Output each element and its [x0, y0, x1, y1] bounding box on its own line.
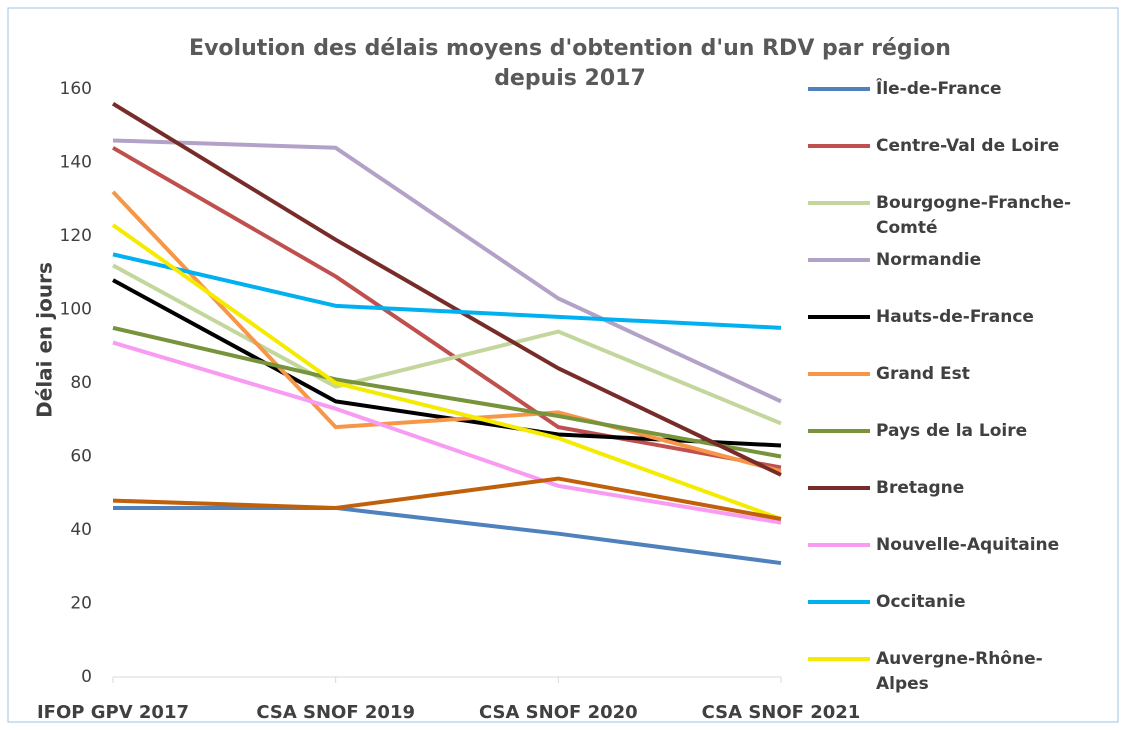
- legend-label: Hauts-de-France: [876, 307, 1034, 327]
- legend-label: Auvergne-Rhône-Alpes: [876, 649, 1043, 694]
- y-tick-label: 120: [60, 226, 92, 246]
- x-tick-label: CSA SNOF 2021: [702, 702, 861, 723]
- x-tick-label: CSA SNOF 2020: [479, 702, 638, 723]
- legend-label: Bourgogne-Franche-Comté: [876, 193, 1072, 238]
- legend-label: Occitanie: [876, 592, 966, 612]
- legend-label: Pays de la Loire: [876, 421, 1028, 441]
- legend-swatch: [808, 543, 870, 547]
- legend-label: Normandie: [876, 250, 982, 270]
- legend-swatch: [808, 486, 870, 490]
- y-tick-label: 60: [70, 447, 92, 467]
- legend-swatch: [808, 315, 870, 319]
- series-line: [112, 325, 782, 459]
- y-tick-label: 0: [81, 667, 92, 687]
- y-axis-title: Délai en jours: [33, 262, 57, 418]
- legend-label: Bretagne: [876, 478, 965, 498]
- y-tick-label: 140: [60, 153, 92, 173]
- series-line: [111, 146, 782, 470]
- legend-swatch: [808, 87, 870, 91]
- y-tick-label: 20: [70, 594, 92, 614]
- legend-label: Grand Est: [876, 364, 970, 384]
- legend-label: Nouvelle-Aquitaine: [876, 535, 1060, 555]
- series-line: [112, 138, 782, 404]
- legend-label: Île-de-France: [876, 79, 1002, 99]
- chart-title: Evolution des délais moyens d'obtention …: [189, 36, 951, 91]
- legend-swatch: [808, 600, 870, 604]
- x-tick-label: CSA SNOF 2019: [256, 702, 415, 723]
- series-line: [112, 263, 782, 426]
- series-line: [111, 223, 782, 521]
- x-tick-label: IFOP GPV 2017: [37, 702, 189, 723]
- legend-swatch: [808, 258, 870, 262]
- legend-swatch: [808, 372, 870, 376]
- legend-swatch: [808, 144, 870, 148]
- series-line: [113, 505, 782, 566]
- legend-swatch: [808, 429, 870, 433]
- series-line: [112, 476, 782, 521]
- y-tick-label: 100: [60, 300, 92, 320]
- legend-swatch: [808, 201, 870, 205]
- series-line: [112, 340, 782, 525]
- series-line: [111, 101, 782, 477]
- y-tick-label: 40: [70, 520, 92, 540]
- chart-border: [7, 7, 1119, 723]
- legend-label: Centre-Val de Loire: [876, 136, 1060, 156]
- y-tick-label: 80: [70, 373, 92, 393]
- y-tick-label: 160: [60, 79, 92, 99]
- legend-swatch: [808, 657, 870, 661]
- series-line: [112, 252, 782, 330]
- series-line: [111, 190, 782, 474]
